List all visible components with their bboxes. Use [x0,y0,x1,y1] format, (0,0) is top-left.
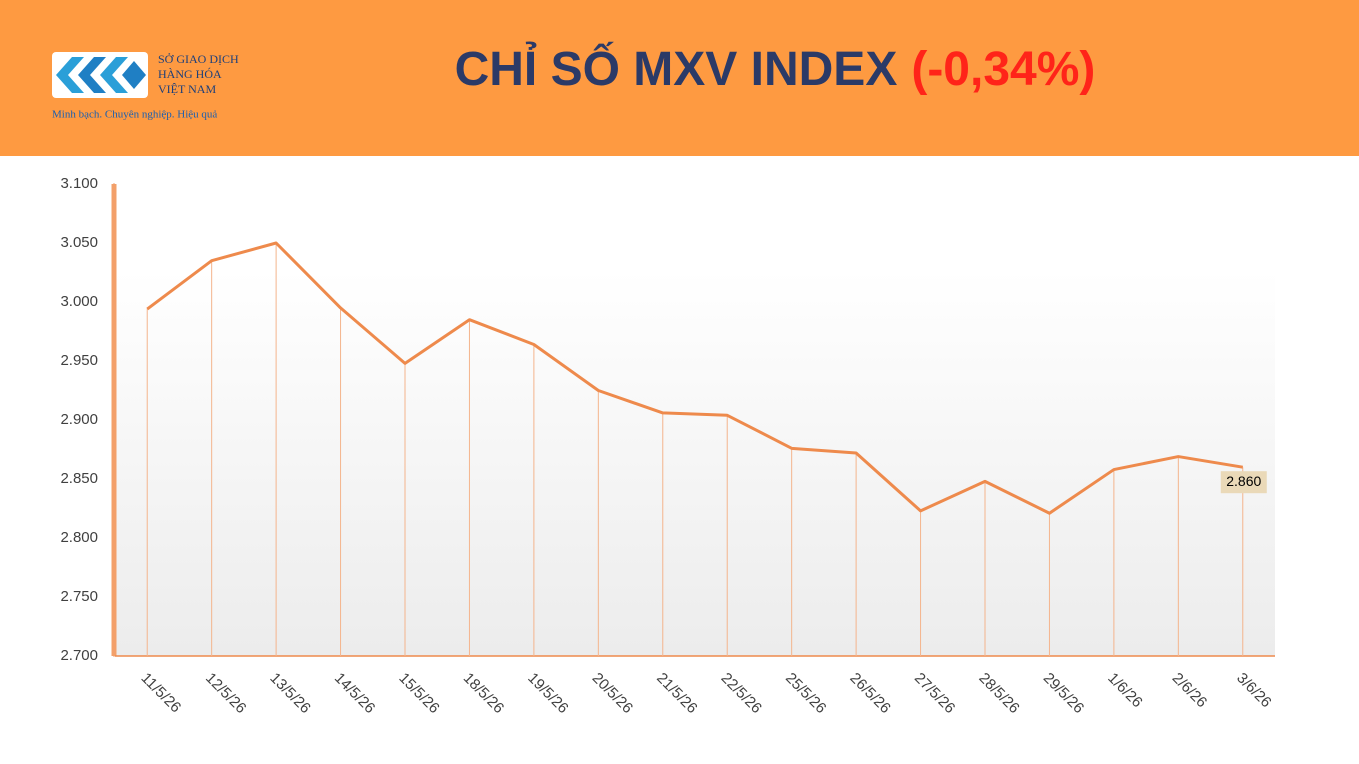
y-tick-label: 2.750 [60,588,98,605]
value-label-box [1220,471,1267,494]
chart-title: CHỈ SỐ MXV INDEX (-0,34%) [455,41,1096,96]
title-change: (-0,34%) [911,43,1095,96]
x-tick-label: 12/5/26 [202,670,249,717]
tagline: Minh bạch. Chuyên nghiệp. Hiệu quả [52,109,217,121]
x-tick-label: 20/5/26 [589,670,636,717]
x-tick-label: 22/5/26 [718,670,765,717]
x-tick-label: 28/5/26 [975,670,1022,717]
plot-background [115,270,1275,656]
x-tick-label: 3/6/26 [1233,670,1275,712]
x-tick-label: 14/5/26 [331,670,378,717]
header-bar [0,0,1359,156]
y-tick-label: 3.050 [60,234,98,251]
logo-text: HÀNG HÓA [158,67,222,81]
x-tick-label: 2/6/26 [1169,670,1211,712]
y-tick-label: 2.850 [60,470,98,487]
x-tick-label: 21/5/26 [653,670,700,717]
x-tick-label: 1/6/26 [1104,670,1146,712]
y-tick-label: 3.000 [60,293,98,310]
y-tick-label: 2.900 [60,411,98,428]
logo: SỞ GIAO DỊCH HÀNG HÓA VIỆT NAM Minh bạch… [52,52,239,121]
x-tick-label: 18/5/26 [460,670,507,717]
x-tick-label: 29/5/26 [1040,670,1087,717]
logo-text: VIỆT NAM [158,82,216,96]
x-tick-label: 13/5/26 [266,670,313,717]
x-tick-label: 19/5/26 [524,670,571,717]
y-tick-label: 3.100 [60,175,98,192]
y-tick-label: 2.800 [60,529,98,546]
x-tick-label: 11/5/26 [138,670,185,717]
logo-text: SỞ GIAO DỊCH [158,52,239,66]
y-tick-label: 2.700 [60,647,98,664]
x-tick-label: 25/5/26 [782,670,829,717]
value-label: 2.860 [1226,473,1261,489]
y-tick-label: 2.950 [60,352,98,369]
x-tick-label: 15/5/26 [395,670,442,717]
title-main: CHỈ SỐ MXV INDEX [455,41,898,96]
x-tick-label: 26/5/26 [846,670,893,717]
x-tick-label: 27/5/26 [911,670,958,717]
line [146,241,1244,515]
